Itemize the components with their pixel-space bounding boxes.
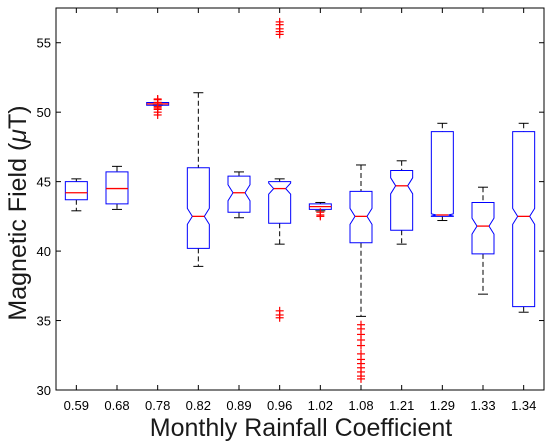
outlier-marker <box>357 374 365 383</box>
box-1.02 <box>308 201 332 221</box>
x-axis-title: Monthly Rainfall Coefficient <box>150 414 453 442</box>
outlier-marker <box>357 349 365 358</box>
y-tick-label: 45 <box>37 175 51 190</box>
box-body <box>186 167 210 249</box>
box-body <box>64 181 88 201</box>
plot-layer <box>64 17 536 383</box>
box-body <box>268 181 292 224</box>
box-1.08 <box>349 164 373 383</box>
box-body <box>390 170 414 231</box>
x-tick-label: 1.21 <box>389 398 414 413</box>
outlier-marker <box>357 341 365 350</box>
outlier-marker <box>316 212 325 221</box>
box-body <box>105 171 129 205</box>
box-1.29 <box>430 122 454 222</box>
outlier-marker <box>153 94 162 103</box>
x-tick-label: 0.96 <box>267 398 292 413</box>
box-body <box>512 131 536 308</box>
y-tick-label: 30 <box>37 383 51 398</box>
y-tick-label: 35 <box>37 314 51 329</box>
x-tick-label: 0.59 <box>64 398 89 413</box>
outlier-marker <box>153 104 162 113</box>
box-0.96 <box>268 17 292 322</box>
x-tick-label: 0.78 <box>145 398 170 413</box>
axes-layer: 30 35 40 45 50 55 0.59 0.68 0.78 0.82 0.89 0.96 1.02… <box>37 7 545 413</box>
x-tick-label: 1.33 <box>470 398 495 413</box>
box-1.34 <box>512 122 536 313</box>
box-0.82 <box>186 92 210 267</box>
x-tick-label: 1.08 <box>348 398 373 413</box>
box-body <box>471 201 495 255</box>
y-axis-title-mu: μ <box>4 129 32 144</box>
x-tick-label: 0.68 <box>104 398 129 413</box>
y-axis-title-suffix: T) <box>4 105 32 129</box>
box-body <box>349 190 373 244</box>
axes-frame <box>55 7 545 391</box>
x-tick-label: 1.29 <box>430 398 455 413</box>
outlier-marker <box>275 30 284 39</box>
y-tick-label: 50 <box>37 105 51 120</box>
box-0.78 <box>146 94 170 119</box>
outlier-marker <box>275 313 284 322</box>
box-0.89 <box>227 171 251 219</box>
y-tick-label: 40 <box>37 244 51 259</box>
x-tick-label: 1.34 <box>511 398 536 413</box>
box-body <box>308 203 332 210</box>
box-body <box>227 175 251 213</box>
x-tick-label: 1.02 <box>308 398 333 413</box>
y-tick-label: 55 <box>37 36 51 51</box>
outlier-marker <box>153 110 162 119</box>
box-body <box>430 131 454 217</box>
box-1.21 <box>390 160 414 245</box>
y-axis-title: Magnetic Field (μT) <box>4 105 32 320</box>
y-axis-title-prefix: Magnetic Field ( <box>4 142 32 321</box>
box-0.59 <box>64 178 88 212</box>
box-0.68 <box>105 165 129 210</box>
x-tick-label: 0.82 <box>186 398 211 413</box>
x-tick-label: 0.89 <box>226 398 251 413</box>
box-1.33 <box>471 186 495 295</box>
